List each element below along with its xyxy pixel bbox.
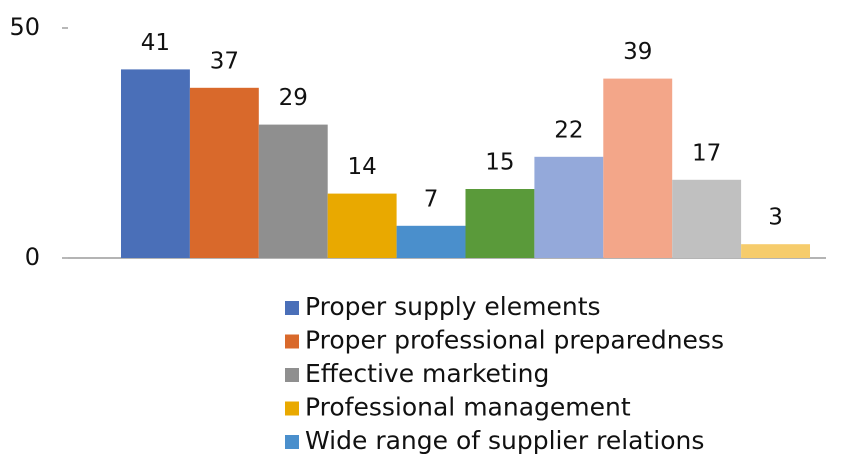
bar bbox=[258, 124, 328, 258]
bar bbox=[741, 244, 810, 258]
bar bbox=[327, 193, 397, 258]
legend-label: Proper supply elements bbox=[305, 292, 601, 321]
value-label: 15 bbox=[485, 150, 514, 176]
y-tick-label: 0 bbox=[25, 243, 40, 271]
legend-label: Wide range of supplier relations bbox=[305, 426, 704, 455]
value-label: 29 bbox=[279, 85, 308, 111]
legend-label: Professional management bbox=[305, 393, 631, 422]
legend-swatch bbox=[285, 334, 299, 349]
value-label: 37 bbox=[210, 48, 239, 74]
bar bbox=[189, 87, 259, 258]
bar bbox=[672, 179, 742, 258]
value-label: 41 bbox=[141, 30, 170, 56]
legend-swatch bbox=[285, 368, 299, 382]
value-label: 22 bbox=[554, 117, 583, 143]
bar bbox=[396, 225, 466, 258]
value-label: 3 bbox=[768, 205, 783, 231]
value-label: 7 bbox=[424, 186, 439, 212]
value-label: 17 bbox=[692, 140, 721, 166]
bar bbox=[121, 69, 190, 259]
bar bbox=[603, 78, 673, 258]
value-label: 14 bbox=[348, 154, 377, 180]
legend-swatch bbox=[285, 301, 299, 315]
bar bbox=[534, 156, 604, 258]
legend-label: Proper professional preparedness bbox=[305, 326, 724, 355]
legend-swatch bbox=[285, 401, 299, 416]
y-tick-label: 50 bbox=[9, 13, 40, 41]
value-label: 39 bbox=[623, 39, 652, 65]
legend-label: Effective marketing bbox=[305, 359, 549, 388]
bar bbox=[465, 189, 535, 258]
legend-swatch bbox=[285, 435, 299, 449]
